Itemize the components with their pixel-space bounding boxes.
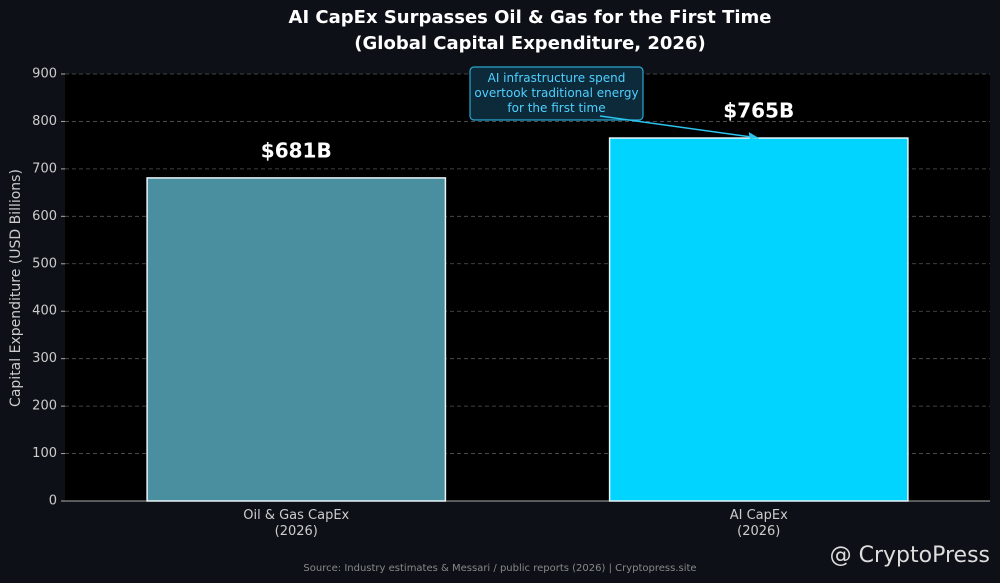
y-tick-label: 700 xyxy=(32,161,57,176)
y-axis-label: Capital Expenditure (USD Billions) xyxy=(8,169,24,407)
value-label: $765B xyxy=(723,99,794,123)
source: Source: Industry estimates & Messari / p… xyxy=(303,563,696,574)
chart-title: AI CapEx Surpasses Oil & Gas for the Fir… xyxy=(289,7,772,28)
y-tick-label: 100 xyxy=(32,446,57,461)
x-tick-label: Oil & Gas CapEx (2026) xyxy=(243,508,350,539)
x-tick-label: AI CapEx (2026) xyxy=(729,508,788,539)
bar xyxy=(146,177,447,502)
y-tick-label: 300 xyxy=(32,351,57,366)
arrow-head xyxy=(748,132,759,140)
chart-subtitle: (Global Capital Expenditure, 2026) xyxy=(354,33,705,54)
bar xyxy=(608,137,909,502)
annotation-box xyxy=(469,66,644,121)
annotation: AI infrastructure spend overtook traditi… xyxy=(474,71,639,115)
y-tick-label: 500 xyxy=(32,256,57,271)
y-tick-label: 600 xyxy=(32,209,57,224)
value-label: $681B xyxy=(261,138,332,162)
y-tick-label: 400 xyxy=(32,304,57,319)
y-tick-label: 800 xyxy=(32,114,57,129)
y-tick-label: 0 xyxy=(49,494,57,509)
y-tick-label: 200 xyxy=(32,399,57,414)
annotation-arrow xyxy=(599,115,759,139)
watermark: @ CryptoPress xyxy=(830,543,990,568)
y-tick-label: 900 xyxy=(32,67,57,82)
